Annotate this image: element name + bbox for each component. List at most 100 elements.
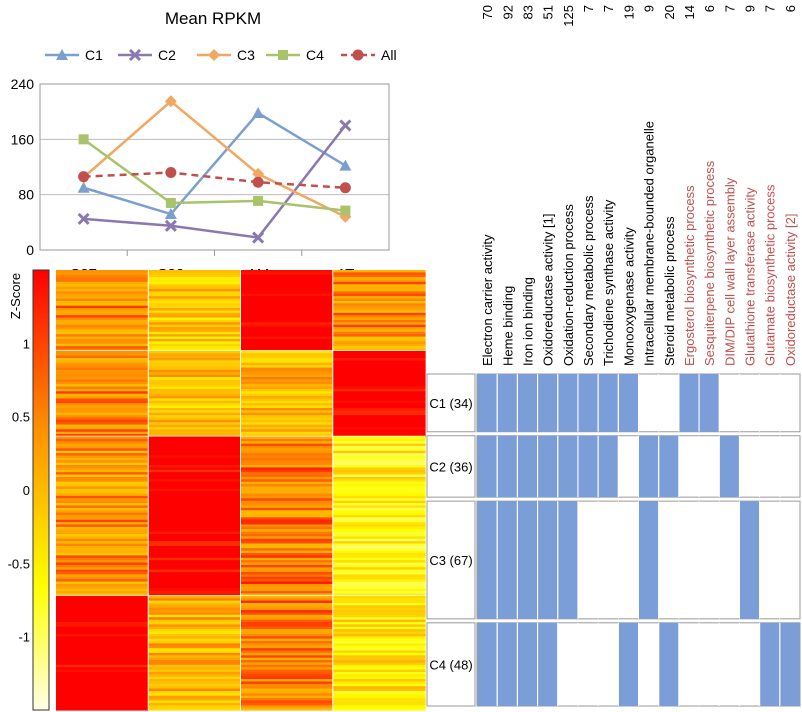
heatmap-cell [56,377,149,381]
heatmap-cell [332,657,426,661]
heatmap-cell [56,274,149,278]
heatmap-cell [56,655,149,659]
heatmap-cell [332,662,426,666]
heatmap-cell [56,667,149,671]
heatmap-cell [148,419,242,423]
term-count: 7 [722,5,737,12]
heatmap-cell [332,636,426,640]
heatmap-cell [240,377,334,381]
heatmap-cell [148,526,242,530]
heatmap-cell [148,681,242,685]
heatmap-cell [332,324,426,328]
term-label: Ergosterol biosynthetic process [682,185,697,366]
term-label: Heme binding [500,286,515,366]
heatmap-cell [332,272,426,276]
heatmap-cell [148,407,242,411]
heatmap-cell [240,705,334,709]
data-point [339,182,351,194]
heatmap-cell [332,481,426,485]
heatmap-cell [240,557,334,561]
heatmap-cell [332,353,426,357]
data-point [165,167,177,179]
heatmap-cell [56,645,149,649]
heatmap-cell [56,664,149,668]
heatmap-cell [56,303,149,307]
heatmap-cell [56,652,149,656]
legend-label: C1 [85,47,103,63]
heatmap-cell [148,538,242,542]
heatmap-cell [332,707,426,711]
heatmap-cell [148,336,242,340]
heatmap-cell [56,493,149,497]
heatmap-cell [332,436,426,440]
heatmap-cell [240,681,334,685]
heatmap-cell [332,514,426,518]
heatmap-cell [56,279,149,283]
heatmap-cell [332,617,426,621]
heatmap-cell [332,683,426,687]
heatmap-cell [240,536,334,540]
heatmap-cell [148,593,242,597]
heatmap-cell [240,424,334,428]
heatmap-cell [240,462,334,466]
heatmap-cell [56,517,149,521]
heatmap-cell [332,388,426,392]
heatmap-cell [148,293,242,297]
heatmap-cell [332,593,426,597]
heatmap-cell [332,422,426,426]
heatmap-cell [240,610,334,614]
heatmap-cell [148,683,242,687]
data-point [164,219,177,232]
heatmap-cell [240,324,334,328]
heatmap-cell [240,543,334,547]
heatmap-cell [332,598,426,602]
heatmap-cell [148,474,242,478]
term-label: Glutamate biosynthetic process [763,184,778,366]
enrichment-cell [739,501,760,619]
heatmap-cell [148,572,242,576]
y-tick-label: 80 [18,187,34,203]
heatmap-cell [56,469,149,473]
enrichment-cell [719,435,739,498]
heatmap-cell [332,612,426,616]
heatmap-cell [148,400,242,404]
heatmap-cell [148,460,242,464]
heatmap-cell [240,531,334,535]
heatmap-cell [240,343,334,347]
heatmap-cell [56,281,149,285]
heatmap-cell [56,505,149,509]
heatmap-cell [240,284,334,288]
term-label: Iron ion binding [520,277,535,366]
cluster-label-box [426,373,476,433]
heatmap-cell [148,374,242,378]
heatmap-cell [148,476,242,480]
heatmap-cell [148,514,242,518]
heatmap-cell [56,405,149,409]
heatmap-cell [56,648,149,652]
heatmap-cell [56,419,149,423]
heatmap-cell [332,633,426,637]
heatmap-cell [240,576,334,580]
heatmap-cell [332,426,426,430]
heatmap-cell [148,622,242,625]
enrichment-cell [659,622,679,706]
heatmap-cell [56,624,149,628]
heatmap-cell [240,274,334,278]
heatmap-cell [148,403,242,407]
heatmap-cell [332,626,426,630]
heatmap-cell [56,681,149,685]
heatmap-cell [332,412,426,416]
heatmap-cell [56,410,149,414]
heatmap-cell [56,534,149,537]
heatmap-cell [56,381,149,385]
heatmap-cell [240,638,334,642]
heatmap-cell [240,296,334,300]
heatmap-cell [56,512,149,516]
heatmap-cell [240,334,334,338]
heatmap-cell [332,567,426,571]
enrichment-cell [558,374,578,432]
heatmap-cell [56,567,149,571]
series-line [83,111,347,216]
heatmap-cell [240,581,334,585]
heatmap-cell [56,541,149,545]
